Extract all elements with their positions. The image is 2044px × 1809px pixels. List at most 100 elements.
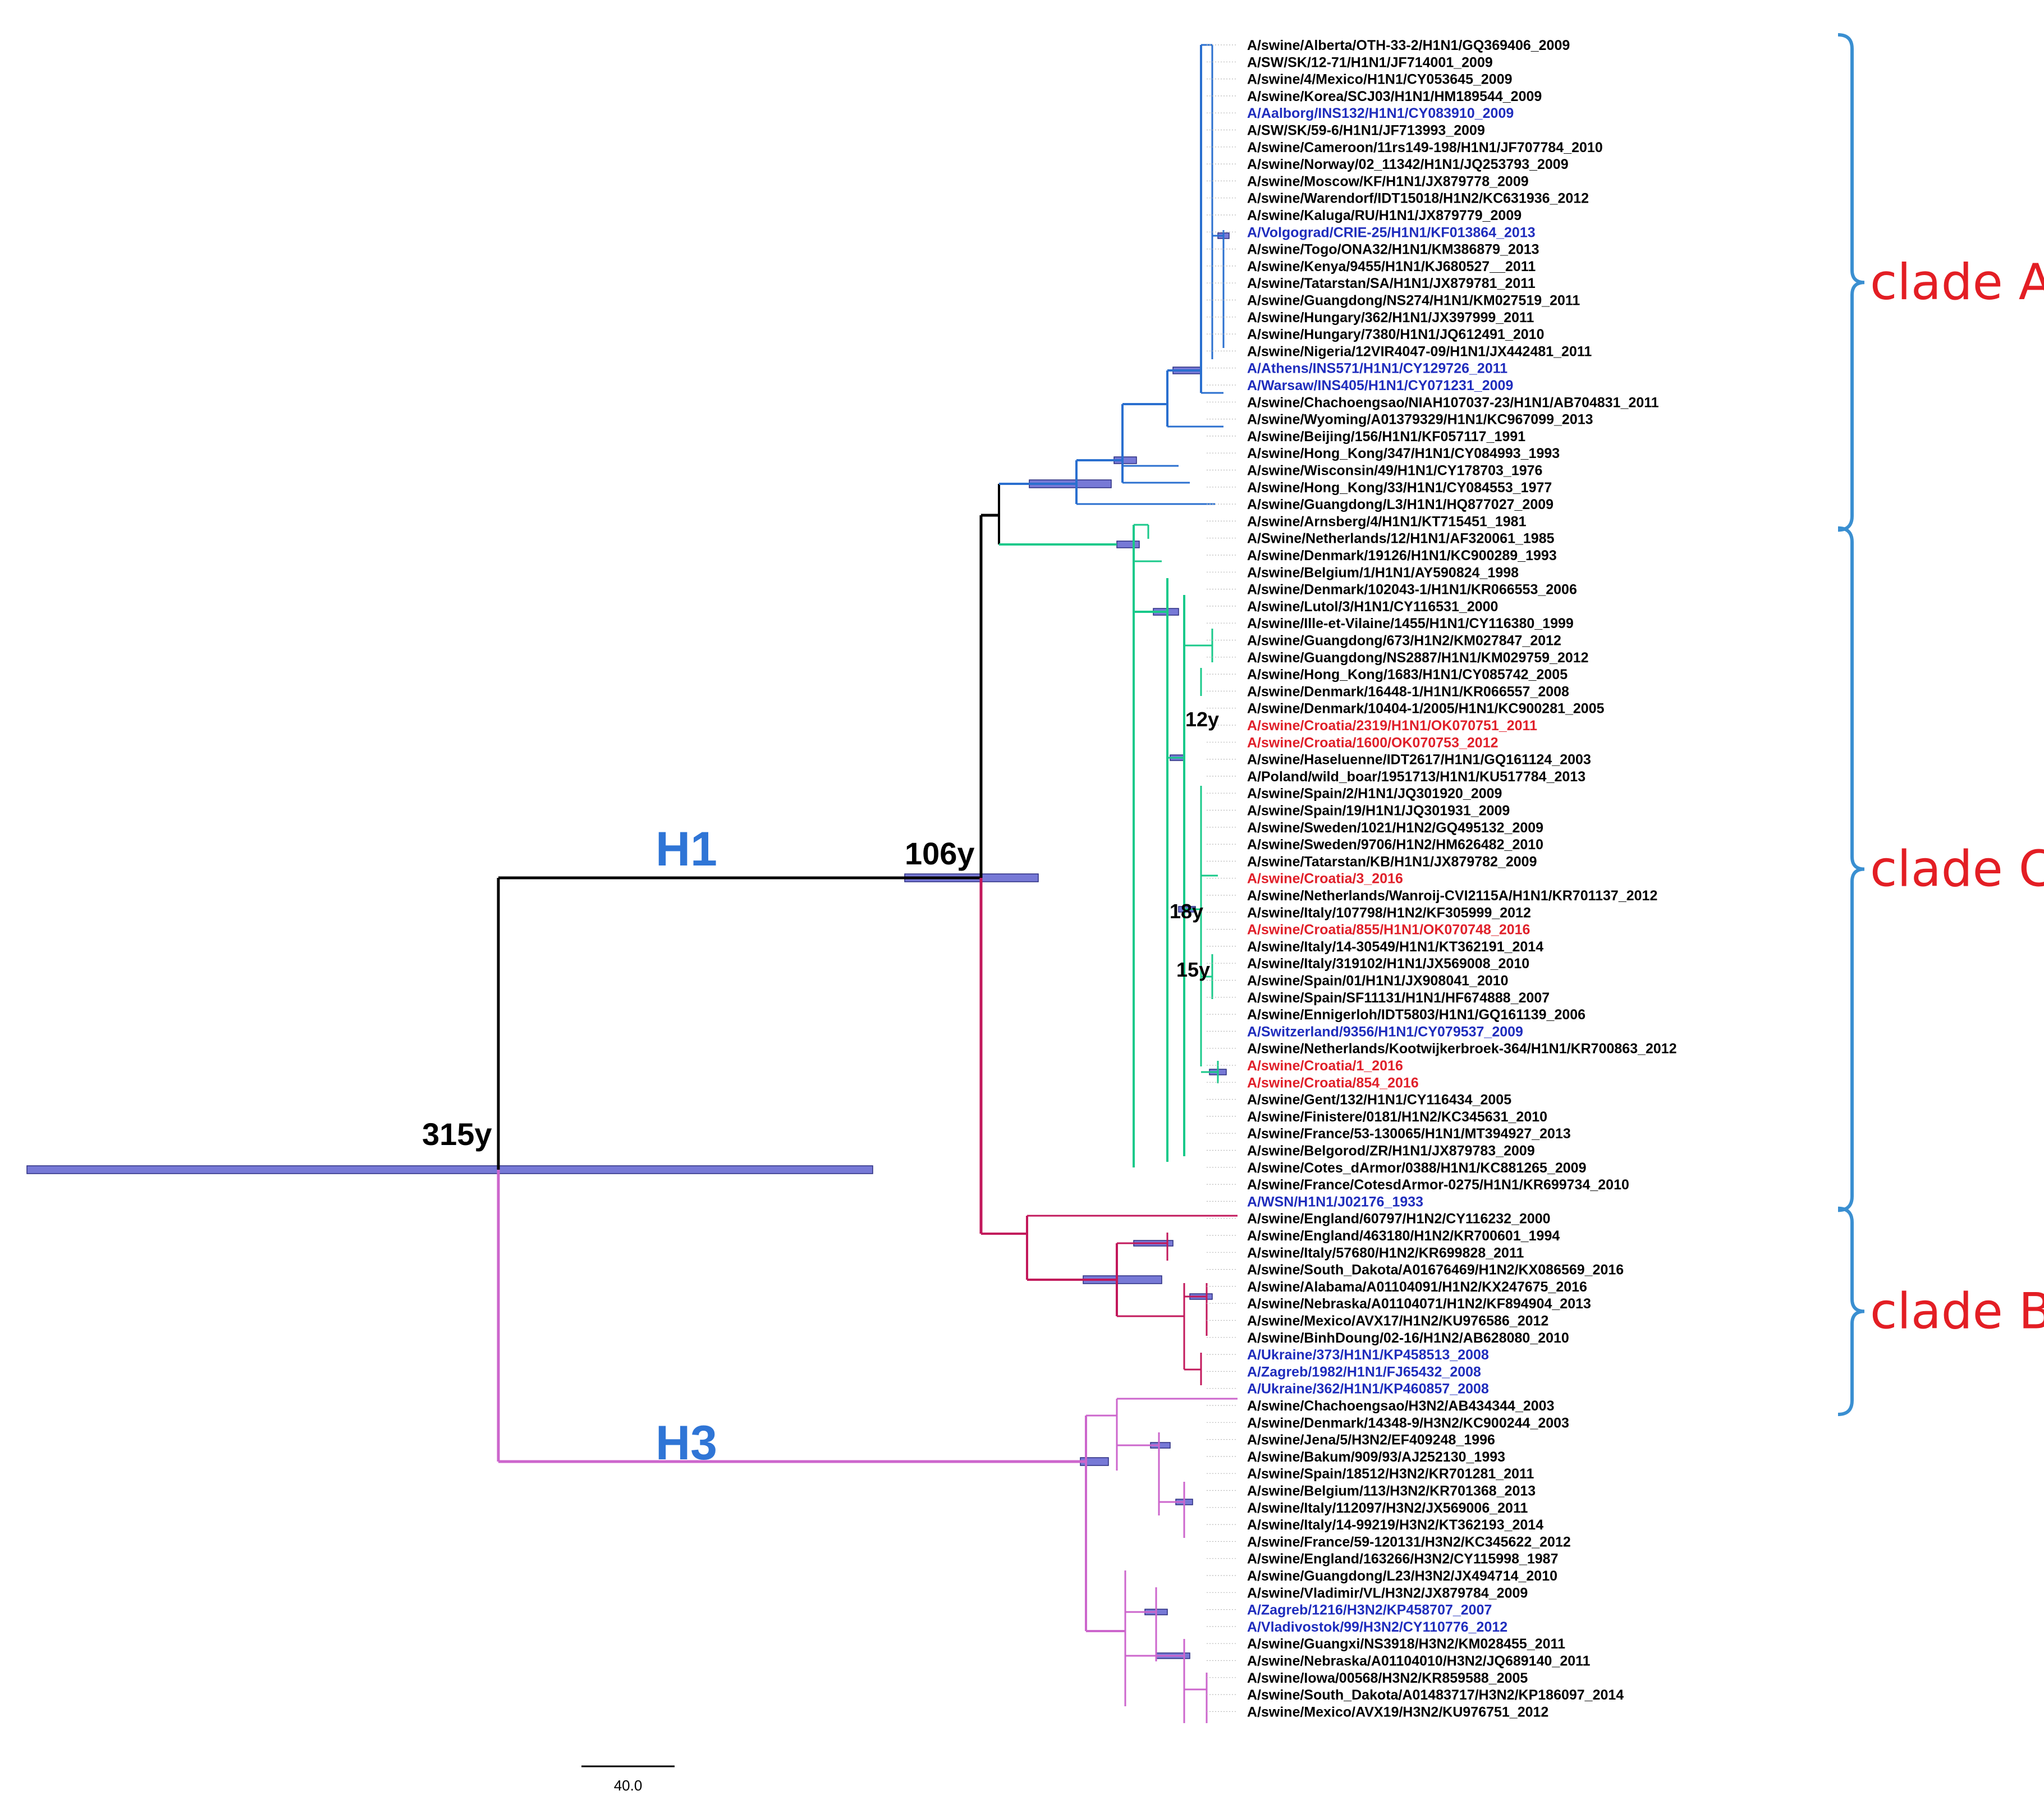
leaf-label: A/swine/France/59-120131/H3N2/KC345622_2… — [1247, 1534, 1571, 1550]
leaf-label: A/swine/Wyoming/A01379329/H1N1/KC967099_… — [1247, 412, 1593, 428]
leaf-label: A/swine/South_Dakota/A01676469/H1N2/KX08… — [1247, 1262, 1624, 1278]
leaf-label: A/Volgograd/CRIE-25/H1N1/KF013864_2013 — [1247, 225, 1536, 240]
leaf-label: A/swine/Denmark/19126/H1N1/KC900289_1993 — [1247, 548, 1557, 564]
clade-bracket — [1837, 526, 1865, 1212]
leaf-label: A/swine/Croatia/3_2016 — [1247, 871, 1403, 887]
leaf-label: A/swine/Chachoengsao/NIAH107037-23/H1N1/… — [1247, 395, 1659, 410]
leaf-label: A/swine/Netherlands/Wanroij-CVI2115A/H1N… — [1247, 888, 1657, 904]
leaf-label: A/Ukraine/362/H1N1/KP460857_2008 — [1247, 1381, 1489, 1397]
leaf-label: A/swine/Belgium/113/H3N2/KR701368_2013 — [1247, 1483, 1536, 1499]
leaf-label: A/swine/Vladimir/VL/H3N2/JX879784_2009 — [1247, 1585, 1528, 1601]
clade-label: clade B — [1870, 1282, 2044, 1340]
leaf-label: A/swine/Togo/ONA32/H1N1/KM386879_2013 — [1247, 242, 1539, 258]
clade-label: clade A — [1870, 253, 2044, 311]
leaf-label: A/swine/Gent/132/H1N1/CY116434_2005 — [1247, 1092, 1511, 1108]
leaf-labels: A/swine/Alberta/OTH-33-2/H1N1/GQ369406_2… — [1207, 38, 1677, 1720]
leaf-label: A/swine/Beijing/156/H1N1/KF057117_1991 — [1247, 429, 1525, 445]
leaf-label: A/swine/Alberta/OTH-33-2/H1N1/GQ369406_2… — [1247, 38, 1570, 53]
leaf-label: A/swine/Sweden/1021/H1N2/GQ495132_2009 — [1247, 820, 1543, 836]
root-age-label: 315y — [422, 1116, 492, 1152]
hpd-bar-clade-c — [1116, 541, 1140, 548]
leaf-label: A/swine/England/163266/H3N2/CY115998_198… — [1247, 1551, 1559, 1567]
leaf-label: A/swine/France/CotesdArmor-0275/H1N1/KR6… — [1247, 1177, 1629, 1193]
leaf-label: A/swine/Kenya/9455/H1N1/KJ680527__2011 — [1247, 259, 1536, 274]
leaf-label: A/swine/Hungary/7380/H1N1/JQ612491_2010 — [1247, 327, 1544, 342]
leaf-label: A/swine/Ille-et-Vilaine/1455/H1N1/CY1163… — [1247, 616, 1574, 631]
leaf-label: A/Swine/Netherlands/12/H1N1/AF320061_198… — [1247, 531, 1555, 547]
leaf-label: A/swine/France/53-130065/H1N1/MT394927_2… — [1247, 1126, 1571, 1142]
leaf-label: A/swine/Belgorod/ZR/H1N1/JX879783_2009 — [1247, 1143, 1535, 1159]
leaf-label: A/swine/Hong_Kong/33/H1N1/CY084553_1977 — [1247, 480, 1552, 496]
leaf-label: A/swine/Wisconsin/49/H1N1/CY178703_1976 — [1247, 463, 1542, 479]
leaf-label: A/swine/Denmark/14348-9/H3N2/KC900244_20… — [1247, 1415, 1569, 1431]
h1-label: H1 — [656, 822, 717, 876]
leaf-label: A/swine/Spain/2/H1N1/JQ301920_2009 — [1247, 786, 1502, 802]
leaf-label: A/swine/Moscow/KF/H1N1/JX879778_2009 — [1247, 173, 1529, 189]
leaf-label: A/swine/Finistere/0181/H1N2/KC345631_201… — [1247, 1109, 1547, 1125]
leaf-label: A/swine/Sweden/9706/H1N2/HM626482_2010 — [1247, 837, 1543, 853]
leaf-label: A/swine/Netherlands/Kootwijkerbroek-364/… — [1247, 1041, 1677, 1057]
leaf-label: A/WSN/H1N1/J02176_1933 — [1247, 1194, 1423, 1210]
node-age-15y: 15y — [1176, 958, 1210, 981]
leaf-label: A/swine/Lutol/3/H1N1/CY116531_2000 — [1247, 599, 1498, 615]
leaf-label: A/swine/Croatia/1600/OK070753_2012 — [1247, 735, 1498, 750]
leaf-label: A/swine/Mexico/AVX19/H3N2/KU976751_2012 — [1247, 1704, 1548, 1720]
leaf-label: A/swine/England/60797/H1N2/CY116232_2000 — [1247, 1211, 1551, 1227]
leaf-label: A/swine/Croatia/855/H1N1/OK070748_2016 — [1247, 922, 1530, 938]
hpd-bars — [26, 232, 1230, 1659]
leaf-label: A/swine/Italy/14-30549/H1N1/KT362191_201… — [1247, 939, 1543, 955]
leaf-label: A/swine/Ennigerloh/IDT5803/H1N1/GQ161139… — [1247, 1007, 1585, 1023]
leaf-label: A/swine/Denmark/16448-1/H1N1/KR066557_20… — [1247, 684, 1569, 699]
leaf-label: A/swine/Guangxi/NS3918/H3N2/KM028455_201… — [1247, 1636, 1565, 1652]
leaf-label: A/swine/Hungary/362/H1N1/JX397999_2011 — [1247, 310, 1534, 326]
leaf-label: A/swine/Spain/01/H1N1/JX908041_2010 — [1247, 973, 1509, 989]
leaf-label: A/swine/Spain/19/H1N1/JQ301931_2009 — [1247, 803, 1510, 819]
leaf-label: A/swine/Kaluga/RU/H1N1/JX879779_2009 — [1247, 208, 1521, 223]
leaf-label: A/swine/Guangdong/673/H1N2/KM027847_2012 — [1247, 633, 1561, 649]
leaf-label: A/Warsaw/INS405/H1N1/CY071231_2009 — [1247, 378, 1513, 393]
node-age-12y: 12y — [1185, 708, 1219, 731]
leaf-label: A/swine/Italy/107798/H1N2/KF305999_2012 — [1247, 905, 1531, 920]
h1-age-label: 106y — [905, 836, 975, 871]
leaf-label: A/swine/Denmark/102043-1/H1N1/KR066553_2… — [1247, 582, 1577, 598]
leaf-label: A/swine/Guangdong/NS274/H1N1/KM027519_20… — [1247, 293, 1580, 309]
leaf-label: A/swine/Warendorf/IDT15018/H1N2/KC631936… — [1247, 191, 1589, 207]
clade-bracket — [1837, 1206, 1865, 1416]
leaf-label: A/Switzerland/9356/H1N1/CY079537_2009 — [1247, 1024, 1523, 1039]
leaf-label: A/swine/Italy/14-99219/H3N2/KT362193_201… — [1247, 1517, 1543, 1533]
scale-bar: 40.0 — [581, 1765, 675, 1794]
leaf-label: A/swine/Hong_Kong/347/H1N1/CY084993_1993 — [1247, 446, 1560, 461]
clade-label: clade C — [1870, 840, 2044, 898]
leaf-label: A/swine/Iowa/00568/H3N2/KR859588_2005 — [1247, 1670, 1528, 1686]
leaf-label: A/swine/Spain/18512/H3N2/KR701281_2011 — [1247, 1466, 1534, 1482]
leaf-label: A/swine/Norway/02_11342/H1N1/JQ253793_20… — [1247, 157, 1569, 172]
hpd-bar-root — [26, 1165, 873, 1174]
leaf-label: A/Zagreb/1216/H3N2/KP458707_2007 — [1247, 1602, 1492, 1618]
node-age-18y: 18y — [1170, 900, 1203, 923]
leaf-label: A/swine/Nebraska/A01104071/H1N2/KF894904… — [1247, 1296, 1591, 1312]
leaf-label: A/swine/Nigeria/12VIR4047-09/H1N1/JX4424… — [1247, 344, 1592, 359]
leaf-label: A/swine/England/463180/H1N2/KR700601_199… — [1247, 1228, 1560, 1244]
leaf-label: A/swine/Hong_Kong/1683/H1N1/CY085742_200… — [1247, 667, 1568, 683]
leaf-label: A/swine/Jena/5/H3N2/EF409248_1996 — [1247, 1432, 1495, 1448]
leaf-label: A/swine/Arnsberg/4/H1N1/KT715451_1981 — [1247, 514, 1527, 529]
leaf-label: A/swine/Italy/319102/H1N1/JX569008_2010 — [1247, 956, 1529, 972]
leaf-label: A/swine/Croatia/1_2016 — [1247, 1058, 1403, 1074]
leaf-label: A/Athens/INS571/H1N1/CY129726_2011 — [1247, 361, 1507, 377]
leaf-label: A/swine/South_Dakota/A01483717/H3N2/KP18… — [1247, 1687, 1624, 1703]
leaf-label: A/swine/Mexico/AVX17/H1N2/KU976586_2012 — [1247, 1313, 1548, 1329]
leaf-label: A/swine/BinhDoung/02-16/H1N2/AB628080_20… — [1247, 1330, 1569, 1346]
leaf-label: A/swine/Tatarstan/SA/H1N1/JX879781_2011 — [1247, 276, 1536, 291]
leaf-label: A/swine/Guangdong/NS2887/H1N1/KM029759_2… — [1247, 650, 1589, 666]
leaf-label: A/Vladivostok/99/H3N2/CY110776_2012 — [1247, 1619, 1507, 1635]
leaf-label: A/Poland/wild_boar/1951713/H1N1/KU517784… — [1247, 769, 1585, 785]
leaf-label: A/swine/Nebraska/A01104010/H3N2/JQ689140… — [1247, 1654, 1591, 1669]
leaf-label: A/swine/Belgium/1/H1N1/AY590824_1998 — [1247, 565, 1519, 580]
leaf-label: A/swine/Bakum/909/93/AJ252130_1993 — [1247, 1449, 1505, 1465]
leaf-label: A/swine/Korea/SCJ03/H1N1/HM189544_2009 — [1247, 89, 1542, 104]
leaf-label: A/Zagreb/1982/H1N1/FJ65432_2008 — [1247, 1364, 1481, 1380]
leaf-label: A/SW/SK/12-71/H1N1/JF714001_2009 — [1247, 54, 1493, 70]
leaf-label: A/SW/SK/59-6/H1N1/JF713993_2009 — [1247, 123, 1485, 139]
leaf-label: A/swine/Denmark/10404-1/2005/H1N1/KC9002… — [1247, 701, 1605, 717]
leaf-label: A/swine/Chachoengsao/H3N2/AB434344_2003 — [1247, 1398, 1554, 1414]
